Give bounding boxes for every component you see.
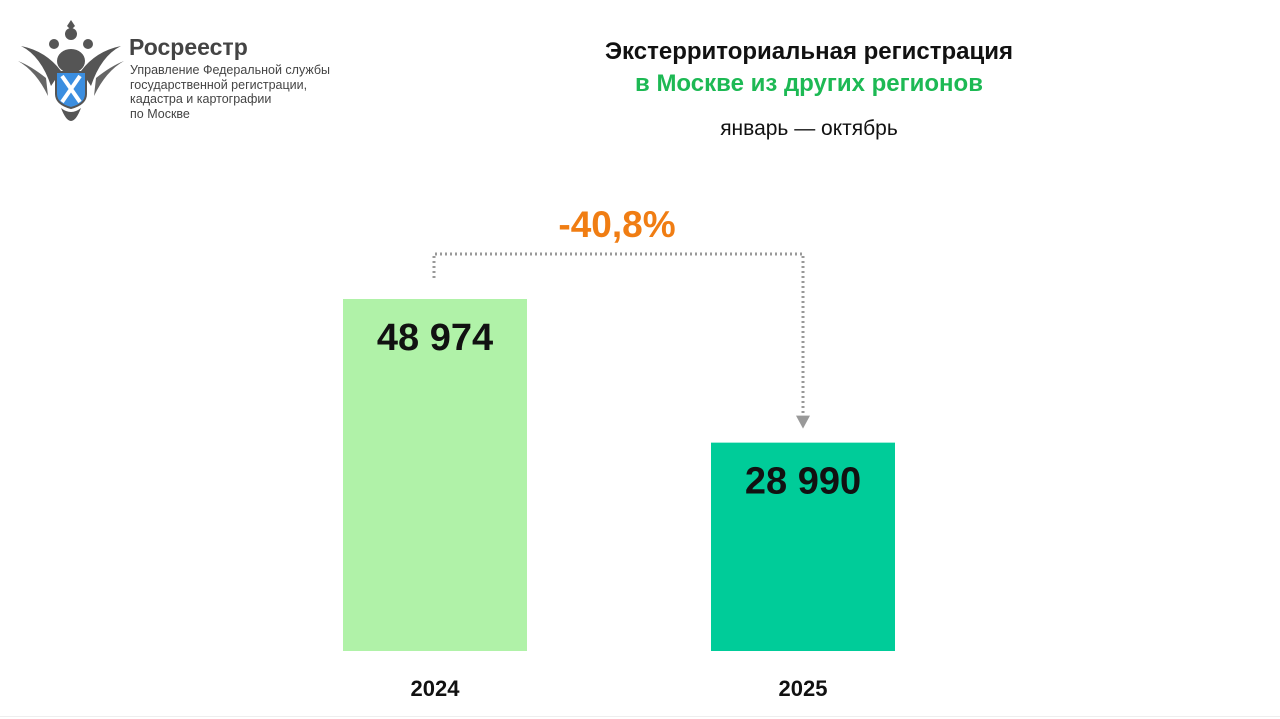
value-label-2024: 48 974 bbox=[377, 317, 493, 359]
change-label: -40,8% bbox=[558, 204, 675, 245]
org-subtitle-line: по Москве bbox=[130, 106, 190, 121]
category-label-2024: 2024 bbox=[411, 676, 461, 701]
org-subtitle-line: государственной регистрации, bbox=[130, 77, 308, 92]
bar-2025 bbox=[711, 442, 895, 651]
chart-subtitle: в Москве из других регионов bbox=[635, 70, 983, 97]
org-subtitle-line: кадастра и картографии bbox=[130, 92, 272, 106]
chart-period: январь — октябрь bbox=[720, 117, 898, 140]
bar-2024 bbox=[343, 299, 527, 651]
org-subtitle: Управление Федеральной службы государств… bbox=[130, 63, 360, 121]
value-label-2025: 28 990 bbox=[745, 461, 861, 503]
change-connector bbox=[432, 252, 805, 415]
rosreestr-eagle-logo bbox=[18, 20, 124, 121]
divider bbox=[0, 716, 1280, 717]
arrow-down-icon bbox=[796, 415, 810, 429]
chart-title: Экстерриториальная регистрация bbox=[604, 38, 1014, 65]
category-label-2025: 2025 bbox=[779, 676, 828, 701]
org-name: Росреестр bbox=[129, 34, 248, 60]
org-subtitle-line: Управление Федеральной службы bbox=[130, 63, 330, 77]
